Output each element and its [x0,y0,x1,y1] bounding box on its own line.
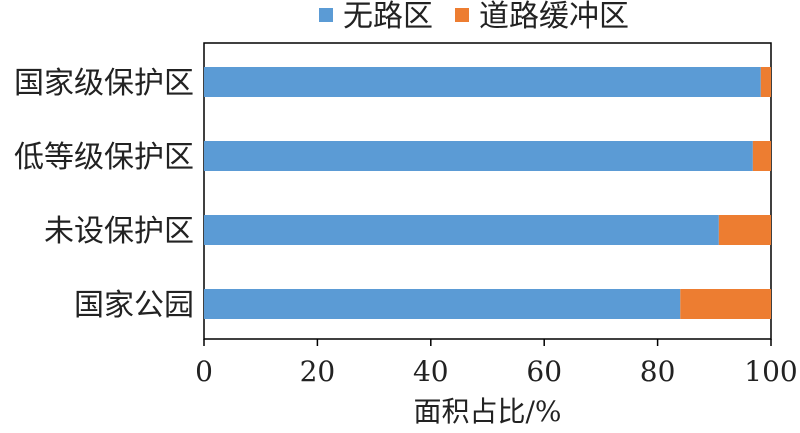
category-label: 低等级保护区 [14,140,194,175]
bar-no-road-1 [204,141,753,171]
x-axis-label: 面积占比/% [413,395,561,428]
bar-road-buffer-0 [760,67,771,97]
bar-no-road-3 [204,289,681,319]
legend-swatch-road-buffer [455,8,469,22]
x-tick-label: 0 [195,355,213,388]
bar-road-buffer-3 [680,289,771,319]
x-tick-label: 60 [526,355,562,388]
x-tick-label: 80 [640,355,676,388]
legend-label-road-buffer: 道路缓冲区 [479,0,629,34]
x-axis: 0 20 40 60 80 100 [195,339,798,388]
legend-swatch-no-road [319,8,333,22]
legend-label-no-road: 无路区 [343,0,433,34]
x-tick-label: 40 [413,355,449,388]
plot-frame [203,42,772,340]
bar-road-buffer-1 [752,141,771,171]
x-tick-label: 100 [744,355,797,388]
bars [204,67,771,319]
category-label: 国家公园 [74,288,194,323]
bar-no-road-2 [204,215,719,245]
bar-no-road-0 [204,67,761,97]
category-label: 未设保护区 [44,214,194,249]
bar-road-buffer-2 [718,215,771,245]
category-label: 国家级保护区 [14,66,194,101]
legend: 无路区 道路缓冲区 [319,0,629,34]
x-tick-label: 20 [300,355,336,388]
